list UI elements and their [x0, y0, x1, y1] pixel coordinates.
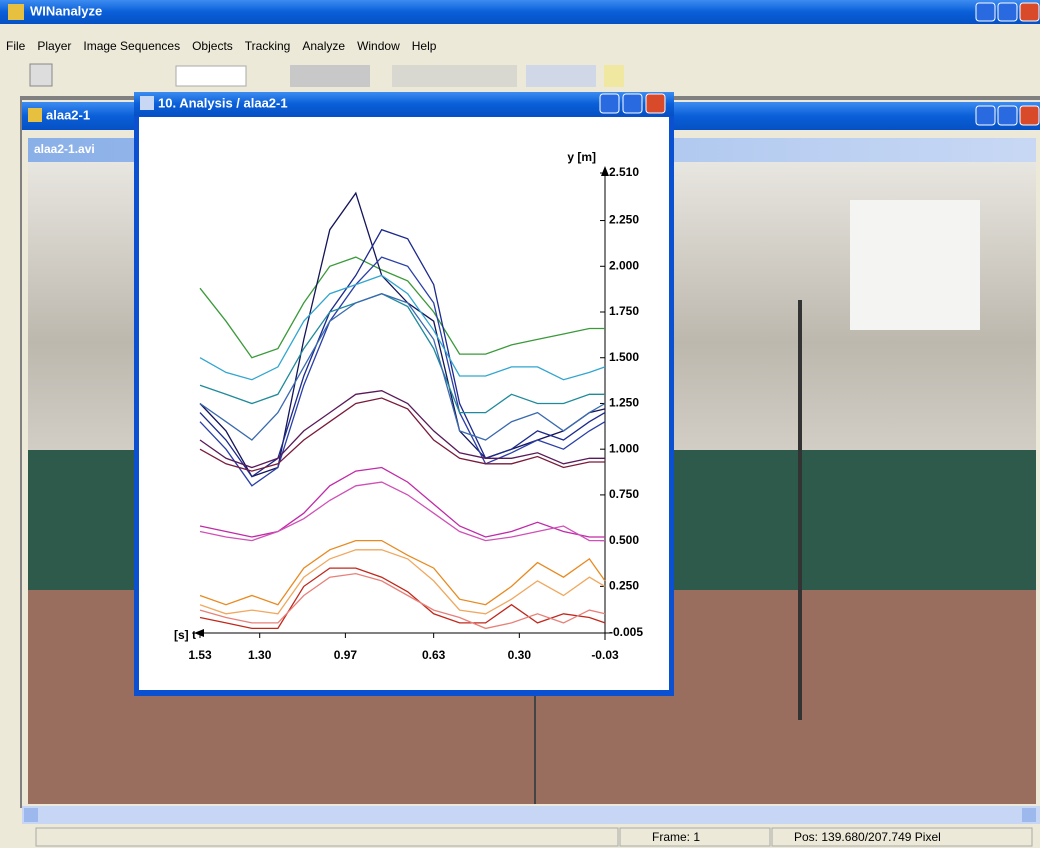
close-button[interactable]: [1020, 106, 1039, 125]
y-axis-label: y [m]: [567, 150, 596, 164]
minimize-button[interactable]: [976, 106, 995, 125]
menu-item[interactable]: Analyze: [302, 39, 345, 53]
x-tick-label: -0.03: [591, 648, 619, 662]
y-tick-label: 0.750: [609, 487, 639, 501]
title-bar: [0, 0, 1040, 24]
y-tick-label: -0.005: [609, 625, 643, 639]
app-icon: [8, 4, 24, 20]
tool-group[interactable]: [526, 65, 596, 87]
y-tick-label: 2.000: [609, 258, 639, 272]
y-tick-label: 0.250: [609, 579, 639, 593]
menu-item[interactable]: File: [6, 39, 26, 53]
doc-icon: [28, 108, 42, 122]
tool-group[interactable]: [392, 65, 517, 87]
x-tick-label: 0.97: [334, 648, 358, 662]
menu-item[interactable]: Objects: [192, 39, 233, 53]
menu-item[interactable]: Help: [412, 39, 437, 53]
status-frame: Frame: 1: [652, 830, 700, 844]
y-tick-label: 1.000: [609, 441, 639, 455]
menu-item[interactable]: Tracking: [245, 39, 291, 53]
close-button[interactable]: [646, 94, 665, 113]
screen: WINanalyze File Player Image Sequences Obje…: [0, 0, 1040, 848]
maximize-button[interactable]: [998, 3, 1017, 21]
minimize-button[interactable]: [976, 3, 995, 21]
scroll-left[interactable]: [24, 808, 38, 822]
x-tick-label: 0.63: [422, 648, 446, 662]
menu-bar: File Player Image Sequences Objects Tracking…: [6, 39, 437, 53]
analysis-title: 10. Analysis / alaa2-1: [158, 95, 288, 110]
tool-group[interactable]: [290, 65, 370, 87]
y-tick-label: 2.510: [609, 165, 639, 179]
menu-item[interactable]: Window: [357, 39, 400, 53]
plot-area: [139, 117, 669, 690]
x-axis-label: [s] t: [174, 628, 196, 642]
page: WINanalyze File Player Image Sequences Obje…: [0, 0, 1040, 848]
x-tick-label: 1.30: [248, 648, 272, 662]
video-window: [850, 200, 980, 330]
status-position: Pos: 139.680/207.749 Pixel: [794, 830, 941, 844]
player-controls[interactable]: [66, 66, 176, 86]
horizontal-scrollbar[interactable]: [22, 806, 1040, 824]
menu-item[interactable]: Image Sequences: [83, 39, 180, 53]
x-tick-label: 0.30: [508, 648, 532, 662]
y-tick-label: 1.500: [609, 350, 639, 364]
maximize-button[interactable]: [623, 94, 642, 113]
help-button[interactable]: [604, 65, 624, 87]
y-tick-label: 2.250: [609, 213, 639, 227]
frame-slider[interactable]: [176, 66, 246, 86]
toolbar: [30, 64, 624, 87]
y-tick-label: 1.750: [609, 304, 639, 318]
tool-button[interactable]: [30, 64, 52, 86]
minimize-button[interactable]: [600, 94, 619, 113]
maximize-button[interactable]: [998, 106, 1017, 125]
app-title: WINanalyze: [30, 3, 102, 18]
menu-item[interactable]: Player: [37, 39, 71, 53]
document-title: alaa2-1: [46, 107, 90, 122]
video-title: alaa2-1.avi: [34, 142, 95, 156]
scroll-right[interactable]: [1022, 808, 1036, 822]
y-tick-label: 1.250: [609, 396, 639, 410]
y-tick-label: 0.500: [609, 533, 639, 547]
x-tick-label: 1.53: [188, 648, 212, 662]
analysis-icon: [140, 96, 154, 110]
close-button[interactable]: [1020, 3, 1039, 21]
